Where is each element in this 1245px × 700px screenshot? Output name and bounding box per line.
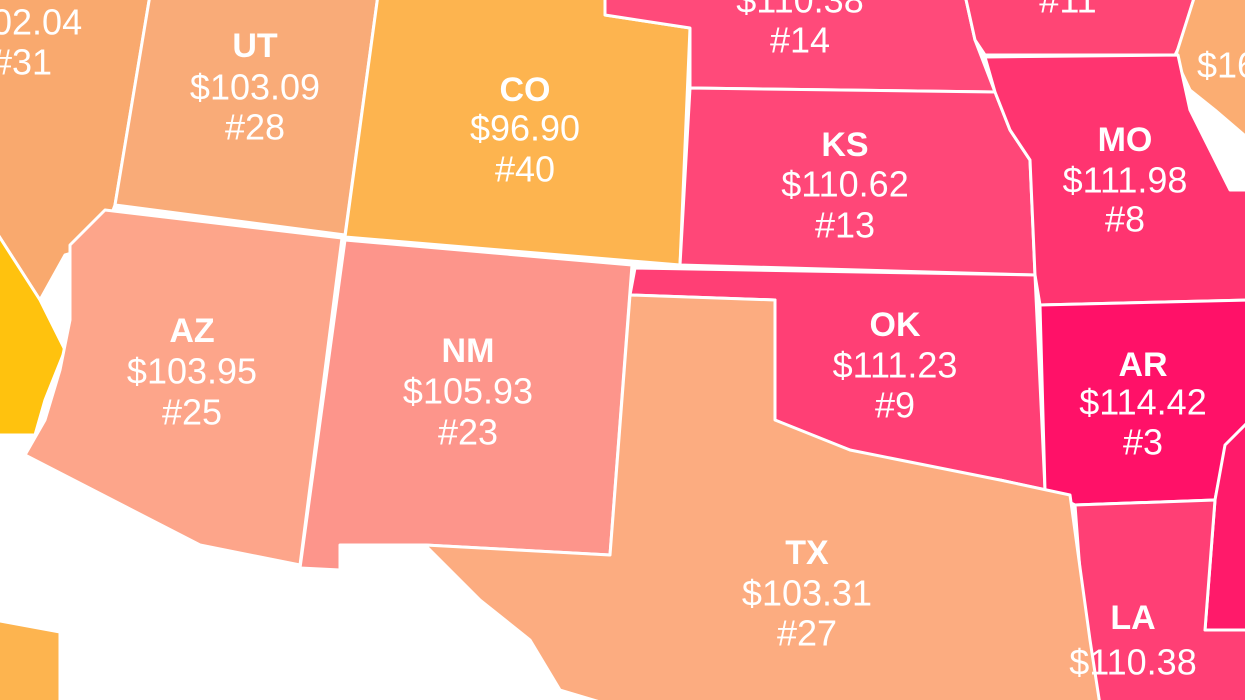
state-price: $103.09: [190, 67, 320, 108]
state-abbr: AR: [1118, 346, 1167, 384]
state-rank: #27: [777, 613, 837, 654]
state-price: $105.93: [403, 371, 533, 412]
state-tx: [423, 293, 1101, 700]
region-sw-corner: [0, 619, 62, 700]
state-abbr: OK: [870, 306, 921, 344]
state-abbr: TX: [785, 534, 829, 572]
state-price: $103.31: [742, 573, 872, 614]
state-rank: #14: [770, 20, 830, 61]
state-price: $16: [1197, 45, 1245, 86]
state-price: 02.04: [0, 2, 82, 43]
state-la: [1073, 498, 1245, 700]
state-price: $103.95: [127, 351, 257, 392]
state-abbr: CO: [500, 71, 551, 109]
state-price: $114.42: [1079, 382, 1206, 423]
state-rank: #11: [1039, 0, 1096, 21]
state-ca: [0, 235, 67, 437]
state-price: $110.62: [781, 164, 908, 205]
state-rank: #28: [225, 107, 285, 148]
state-rank: #9: [875, 385, 915, 426]
state-price: $111.23: [833, 345, 958, 386]
state-abbr: NM: [442, 332, 495, 370]
labels: UT$103.09#28CO$96.90#40KS$110.62#13MO$11…: [0, 0, 1245, 683]
state-rank: #25: [162, 392, 222, 433]
state-rank: #13: [815, 205, 875, 246]
state-rank: #3: [1123, 422, 1163, 463]
state-rank: #8: [1105, 199, 1145, 240]
state-price: $96.90: [470, 108, 580, 149]
state-rank: #31: [0, 42, 52, 83]
state-price: $111.98: [1063, 160, 1188, 201]
state-abbr: LA: [1110, 599, 1155, 637]
state-price: $110.38: [1069, 642, 1196, 683]
state-abbr: KS: [821, 126, 868, 164]
state-rank: #23: [438, 412, 498, 453]
state-abbr: MO: [1098, 121, 1153, 159]
state-price: $110.38: [736, 0, 863, 21]
state-abbr: AZ: [169, 312, 214, 350]
state-az: [23, 208, 344, 567]
state-rank: #40: [495, 149, 555, 190]
state-abbr: UT: [232, 27, 278, 65]
